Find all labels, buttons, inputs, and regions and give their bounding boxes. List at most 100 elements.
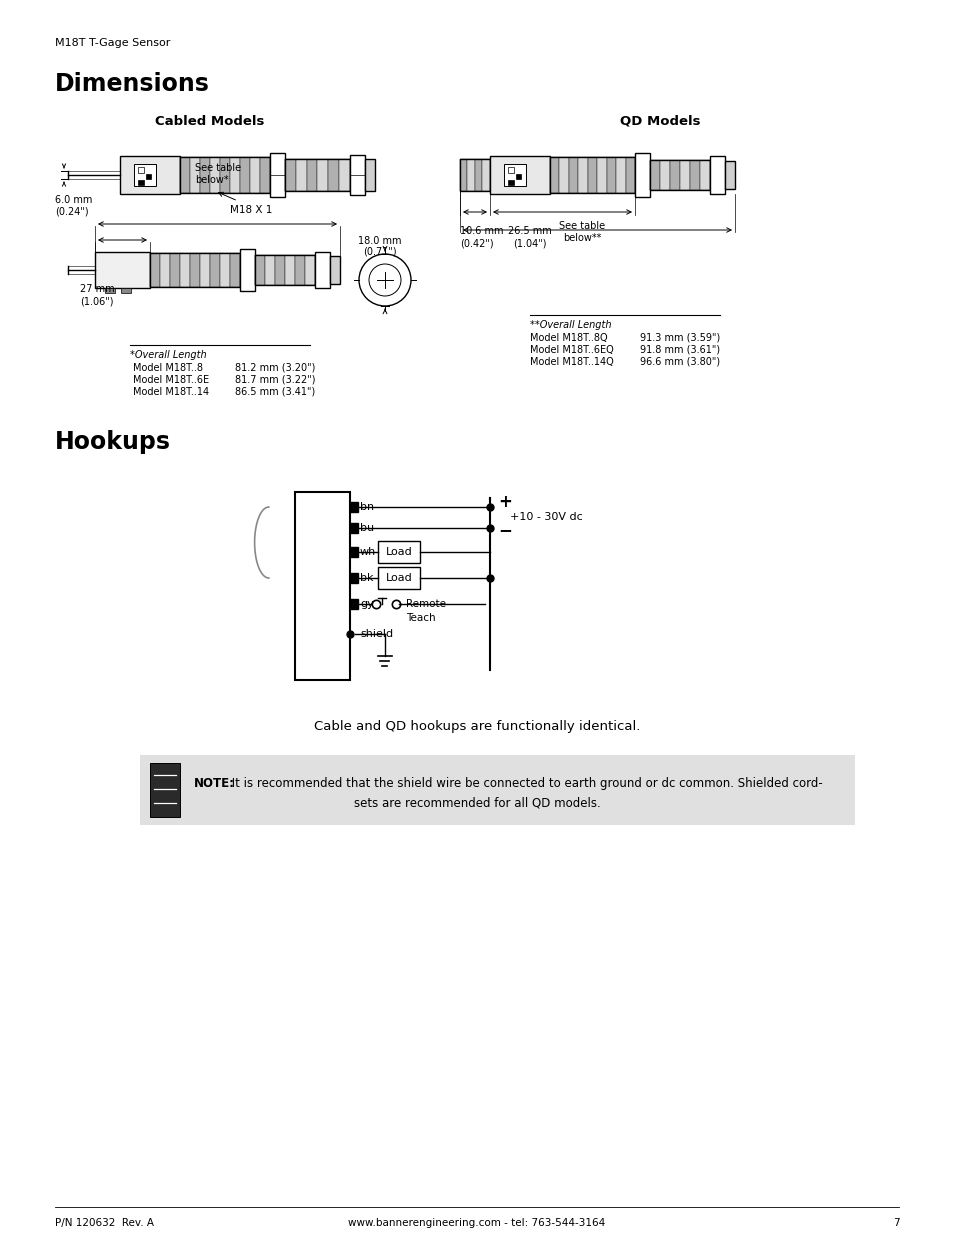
Bar <box>317 159 328 191</box>
Bar <box>490 156 550 194</box>
Text: (0.42"): (0.42") <box>459 238 493 248</box>
Text: −: − <box>497 521 512 538</box>
Bar <box>150 253 160 287</box>
Text: www.bannerengineering.com - tel: 763-544-3164: www.bannerengineering.com - tel: 763-544… <box>348 1218 605 1228</box>
Bar <box>180 157 190 193</box>
Bar <box>377 567 419 589</box>
Text: bn: bn <box>359 501 374 513</box>
Text: (1.04"): (1.04") <box>513 238 546 248</box>
Bar <box>190 253 200 287</box>
Text: Load: Load <box>385 547 412 557</box>
Bar <box>150 253 240 287</box>
Text: sets are recommended for all QD models.: sets are recommended for all QD models. <box>354 797 599 810</box>
Bar <box>220 253 230 287</box>
Bar <box>649 161 709 190</box>
Bar <box>180 157 270 193</box>
Text: Teach: Teach <box>406 613 436 622</box>
Text: (0.71"): (0.71") <box>363 246 396 256</box>
Text: NOTE:: NOTE: <box>193 777 234 790</box>
Bar <box>150 763 180 818</box>
Text: Model M18T..6EQ: Model M18T..6EQ <box>530 345 613 354</box>
Bar <box>120 156 180 194</box>
Bar <box>274 254 285 285</box>
Bar <box>180 253 190 287</box>
Bar <box>200 157 210 193</box>
Bar <box>170 253 180 287</box>
Text: QD Models: QD Models <box>619 115 700 128</box>
Text: See table: See table <box>558 221 604 231</box>
Text: bk: bk <box>359 573 374 583</box>
Bar <box>507 180 514 185</box>
Bar <box>133 164 156 186</box>
Bar <box>138 167 144 173</box>
Bar <box>578 157 587 193</box>
Bar <box>649 161 659 190</box>
Bar <box>550 157 558 193</box>
Text: 7: 7 <box>892 1218 899 1228</box>
Bar <box>482 159 490 191</box>
Text: 86.5 mm (3.41"): 86.5 mm (3.41") <box>234 387 314 396</box>
Bar <box>597 157 606 193</box>
Bar <box>635 153 649 198</box>
Bar <box>625 157 635 193</box>
Text: shield: shield <box>359 629 393 638</box>
Bar <box>459 159 467 191</box>
Text: Dimensions: Dimensions <box>55 72 210 96</box>
Bar <box>295 159 306 191</box>
Text: **Overall Length: **Overall Length <box>530 320 611 330</box>
Bar <box>350 156 365 195</box>
Bar <box>138 180 144 185</box>
Bar <box>679 161 689 190</box>
Bar <box>210 157 220 193</box>
Text: 81.2 mm (3.20"): 81.2 mm (3.20") <box>234 363 315 373</box>
Bar <box>314 252 330 288</box>
Text: 91.3 mm (3.59"): 91.3 mm (3.59") <box>639 333 720 343</box>
Bar <box>616 157 625 193</box>
Bar <box>365 159 375 191</box>
Bar <box>270 153 285 198</box>
Bar <box>350 599 357 609</box>
Bar <box>285 159 295 191</box>
Text: (1.06"): (1.06") <box>80 296 113 306</box>
Bar <box>254 254 314 285</box>
Bar <box>669 161 679 190</box>
Bar <box>339 159 350 191</box>
Bar <box>121 288 131 293</box>
Bar <box>568 157 578 193</box>
Bar <box>700 161 709 190</box>
Bar <box>285 159 350 191</box>
Text: Model M18T..14: Model M18T..14 <box>132 387 209 396</box>
Bar <box>220 157 230 193</box>
Bar <box>265 254 274 285</box>
Bar <box>140 755 854 825</box>
Text: wh: wh <box>359 547 375 557</box>
Bar <box>516 174 520 179</box>
Bar <box>210 253 220 287</box>
Text: bu: bu <box>359 522 374 534</box>
Text: 6.0 mm: 6.0 mm <box>55 195 92 205</box>
Bar <box>467 159 475 191</box>
Bar <box>377 541 419 563</box>
Text: below*: below* <box>194 175 229 185</box>
Text: It is recommended that the shield wire be connected to earth ground or dc common: It is recommended that the shield wire b… <box>228 777 821 790</box>
Bar <box>689 161 700 190</box>
Bar <box>146 174 151 179</box>
Bar <box>330 256 339 284</box>
Text: See table: See table <box>194 163 241 173</box>
Bar <box>350 573 357 583</box>
Text: Load: Load <box>385 573 412 583</box>
Bar <box>250 157 260 193</box>
Text: Cabled Models: Cabled Models <box>155 115 264 128</box>
Text: Model M18T..6E: Model M18T..6E <box>132 375 209 385</box>
Bar <box>240 249 254 291</box>
Text: Model M18T..8: Model M18T..8 <box>132 363 203 373</box>
Text: M18 X 1: M18 X 1 <box>230 205 273 215</box>
Bar <box>230 253 240 287</box>
Text: Model M18T..8Q: Model M18T..8Q <box>530 333 607 343</box>
Text: M18T T-Gage Sensor: M18T T-Gage Sensor <box>55 38 171 48</box>
Bar <box>190 157 200 193</box>
Bar <box>254 254 265 285</box>
Bar <box>550 157 635 193</box>
Text: Hookups: Hookups <box>55 430 171 454</box>
Bar <box>659 161 669 190</box>
